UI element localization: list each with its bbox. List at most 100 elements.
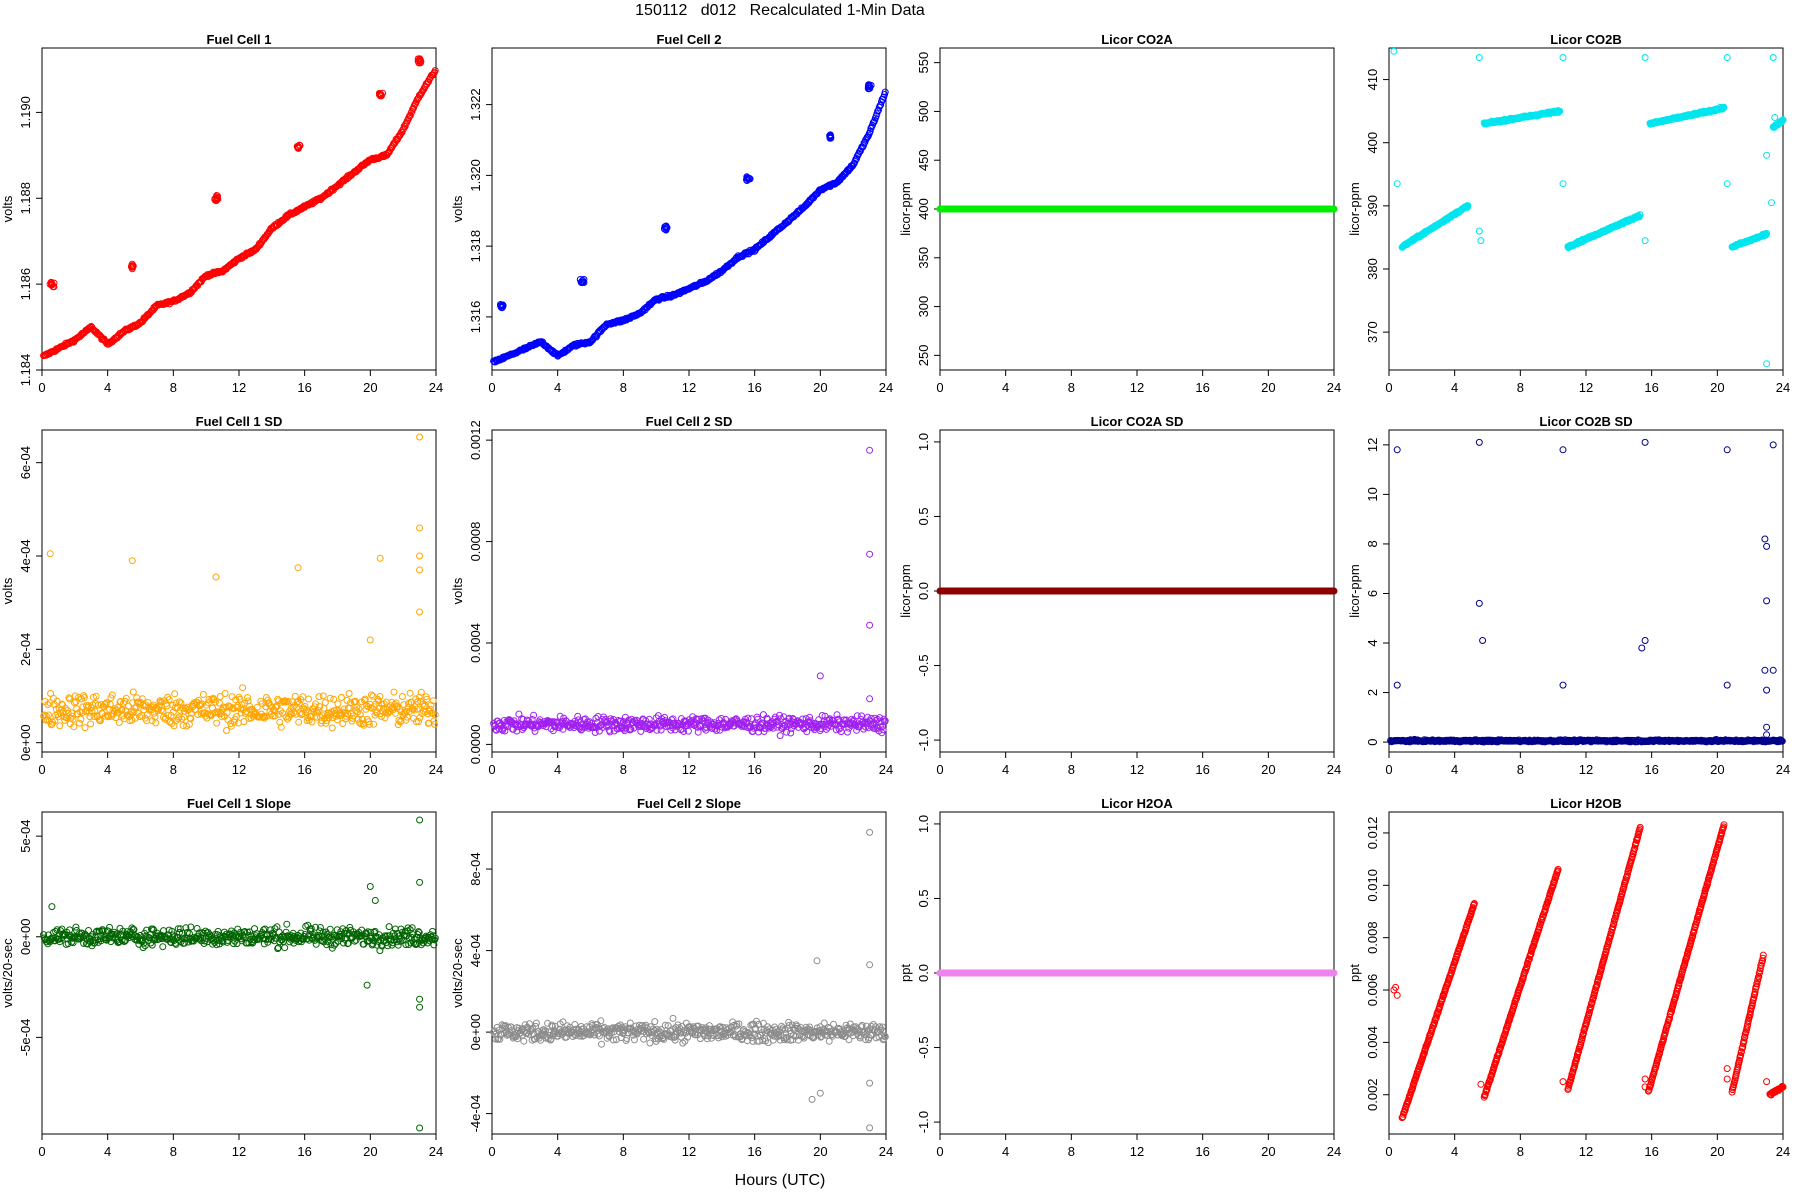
data-point [1763,151,1771,159]
y-tick-label: 370 [1365,321,1380,343]
data-point [371,897,379,904]
x-tick-label: 4 [104,380,111,395]
data-point [164,711,172,719]
data-point [129,262,137,270]
data-point [826,131,834,139]
plot-frame [1388,47,1784,371]
data-point [759,711,767,719]
data-point [417,688,425,696]
data-point [294,142,302,150]
y-tick-label: 1.318 [468,230,483,263]
data-point [1723,180,1731,188]
data-point [416,608,424,616]
data-point [167,712,175,720]
data-point [416,878,424,886]
data-point [81,724,89,732]
data-point [1761,666,1769,674]
y-tick-label: 8e-04 [468,852,483,885]
panel-title: Fuel Cell 1 Slope [187,796,291,811]
data-point [498,303,506,311]
x-tick-label: 8 [170,1144,177,1159]
data-point [416,1124,424,1132]
data-point [66,695,74,703]
data-point [92,692,100,700]
y-tick-label: 0.0000 [468,725,483,765]
data-point [96,717,104,725]
x-tick-label: 16 [297,1144,311,1159]
data-point [122,694,130,702]
data-point [363,981,371,989]
data-point [1723,681,1731,689]
data-point [70,723,78,731]
plot-frame [1388,429,1784,753]
data-point [1771,114,1779,121]
y-tick-label: 1.184 [18,354,33,387]
x-tick-label: 8 [1517,380,1524,395]
y-tick-label: 0.0012 [468,420,483,460]
data-point [234,719,242,727]
data-point [143,711,151,719]
data-point [1763,723,1771,731]
data-point [866,127,874,135]
data-point [75,719,83,727]
data-point [56,722,64,730]
panel-title: Licor CO2A [1101,32,1173,47]
data-point [152,719,160,727]
y-tick-label: 400 [1365,132,1380,154]
y-tick-label: 390 [1365,195,1380,217]
x-tick-label: 20 [1710,380,1724,395]
data-point [214,195,222,203]
x-tick-label: 4 [1002,380,1009,395]
data-point [662,222,670,230]
y-tick-label: 1.186 [18,268,33,301]
x-tick-label: 20 [1710,762,1724,777]
x-tick-label: 4 [104,1144,111,1159]
y-tick-label: 8 [1365,540,1380,547]
y-tick-label: 1.322 [468,88,483,121]
x-tick-label: 16 [747,762,761,777]
data-point [366,636,374,644]
data-point [657,726,665,734]
data-point [104,712,112,720]
x-tick-label: 12 [1130,762,1144,777]
data-point [223,727,230,734]
data-point [124,702,132,710]
data-point [170,722,178,730]
y-tick-label: 0e+00 [468,1014,483,1051]
data-point [416,1003,424,1011]
y-tick-label: 6e-04 [18,446,33,479]
data-point [1475,438,1483,446]
panel-title: Fuel Cell 1 [206,32,271,47]
plot-frame [491,429,887,753]
data-point [366,883,374,890]
data-point [816,672,824,680]
data-point [328,724,336,732]
data-point [1769,441,1777,449]
data-point [171,690,179,698]
x-tick-label: 16 [747,380,761,395]
series-points [40,433,439,734]
data-point [69,715,77,723]
y-tick-label: 12 [1365,438,1380,452]
y-tick-label: -4e-04 [468,1095,483,1133]
data-point [1763,360,1771,368]
data-point [376,91,383,99]
data-point [866,621,874,629]
y-tick-label: 550 [916,52,931,74]
data-point [337,693,345,701]
panel-title: Fuel Cell 2 Slope [637,796,741,811]
x-tick-label: 12 [682,1144,696,1159]
x-tick-label: 0 [38,380,45,395]
panel-title: Fuel Cell 1 SD [196,414,283,429]
y-axis-label: licor-ppm [1347,182,1362,235]
y-axis-label: licor-ppm [898,564,913,617]
x-tick-label: 16 [1644,762,1658,777]
data-point [406,689,414,697]
x-tick-label: 16 [1195,762,1209,777]
data-point [1559,681,1567,689]
x-tick-label: 0 [1385,762,1392,777]
x-tick-label: 24 [429,380,443,395]
